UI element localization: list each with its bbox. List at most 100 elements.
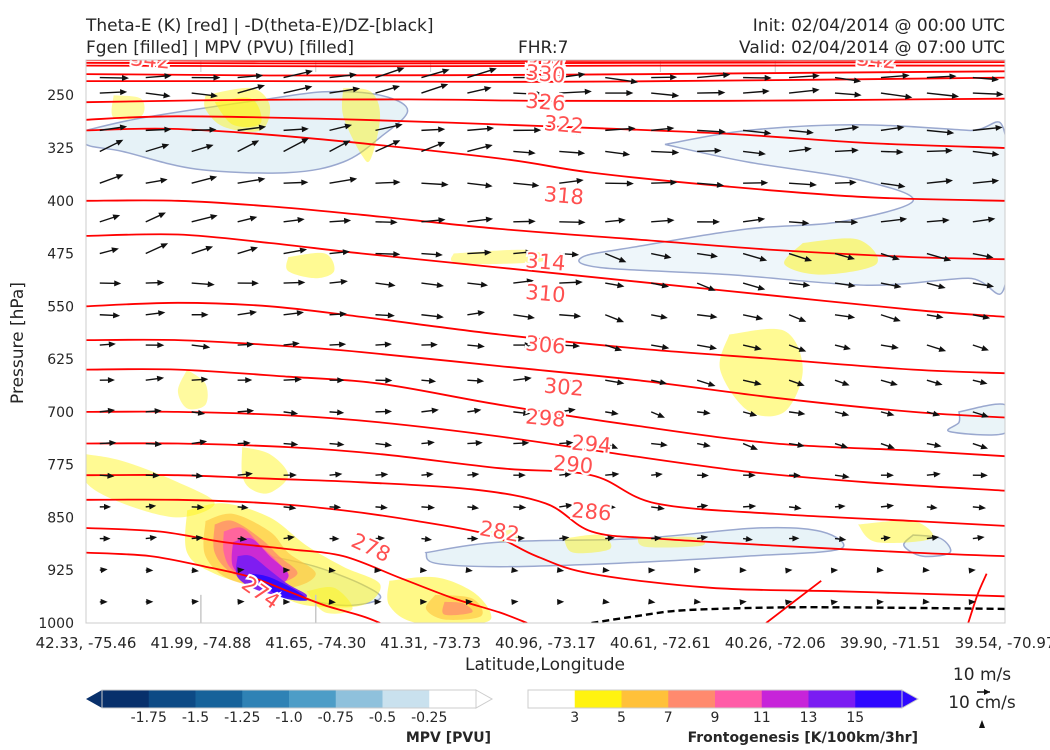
fgen-region [784,238,878,275]
wind-vector-head [657,412,665,418]
fgen-colorbar-segment [715,690,763,708]
wind-vector [99,126,125,132]
wind-vector-head [240,535,248,542]
theta-e-label: 334 [522,60,568,81]
wind-vector-head [670,74,678,81]
wind-vector-head [849,179,857,186]
theta-e-label: 290 [550,449,596,480]
wind-vector-head [384,341,392,348]
wind-vector-head [565,502,574,509]
wind-vector-head [245,471,253,478]
wind-vector-head [991,178,1000,185]
wind-vector-head [197,504,205,511]
theta-e-contour-line [86,115,1005,149]
wind-vector-head [792,535,800,542]
wind-vector-head [934,442,942,448]
wind-vector-head [842,473,850,480]
wind-vector [880,92,910,98]
wind-vector-head [739,599,747,606]
mpv-colorbar-segment [289,690,337,708]
wind-vector-head [328,598,336,605]
fgen-region [490,528,519,542]
wind-vector-head [255,73,264,79]
wind-vector-head [146,598,154,605]
theta-e-contour-line [86,76,1005,83]
x-tick-label: 40.96, -73.17 [495,634,596,652]
theta-e-label-text: 278 [348,528,394,567]
wind-vector-head [120,89,128,96]
wind-vector-head [602,567,610,574]
x-tick-label: 41.65, -74.30 [265,634,366,652]
wind-vector [421,182,446,186]
theta-e-contour-line [86,551,381,623]
frontogenesis-colorbar-label: Frontogenesis [K/100km/3hr] [688,730,918,746]
wind-vector-head [942,217,950,224]
theta-e-label-text: 286 [570,498,612,525]
x-tick-labels: 42.33, -75.46 41.99, -74.88 41.65, -74.30 4… [36,634,1050,652]
wind-vector-head [616,379,625,386]
wind-vector-head [986,282,995,289]
wind-vector-head [703,441,711,448]
theta-e-label-text: 326 [524,89,566,116]
wind-vector-head [387,312,395,319]
wind-vector-head [392,85,401,91]
wind-vector-head [388,281,396,288]
theta-e-label-text: 294 [570,431,612,458]
wind-vector-head [655,471,663,478]
theta-e-label: 286 [568,496,614,527]
mpv-colorbar-segment [102,690,150,708]
wind-vector-head [440,83,449,90]
wind-vector-head [936,313,944,320]
wind-vector-head [754,344,762,351]
fgen-colorbar-tick: 3 [570,710,579,726]
wind-vector-head [201,376,209,383]
wind-vector-head [484,249,492,256]
stability-dashed-contour [591,606,1005,623]
x-tick-label: 41.31, -73.73 [380,634,481,652]
wind-vector-head [148,503,157,510]
wind-vector-head [304,85,313,91]
wind-vector-head [757,216,766,223]
wind-vector [329,178,355,184]
wind-vector-head [435,251,443,258]
theta-e-contour-line [86,64,1005,68]
wind-vector [926,92,957,97]
wind-vector-head [654,535,662,542]
theta-e-label-text: 310 [524,280,566,307]
wind-vector-head [243,440,251,447]
theta-e-label-text: 314 [524,248,566,275]
wind-vector-head [556,566,565,573]
fgen-colorbar-segment [668,690,716,708]
wind-vector [283,138,307,153]
fgen-colorbar-tick: 13 [800,710,818,726]
wind-vector-head [664,253,672,260]
wind-vector-head [107,472,115,479]
wind-vector-head [250,246,258,253]
wind-vector-head [667,217,675,224]
wind-vector-head [557,598,565,605]
mpv-colorbar-tick: -1.0 [275,710,302,726]
wind-vector-head [241,504,249,511]
wind-vector-head [568,407,576,414]
y-tick-label: 475 [47,247,74,263]
y-tick-label: 325 [47,141,74,157]
wind-vector-head [562,535,570,542]
wind-vector-head [395,122,403,129]
wind-vector-head [152,472,160,479]
wind-vector-head [335,471,343,478]
wind-vector-head [485,216,494,223]
theta-e-label-text: 318 [543,182,585,209]
wind-vector-head [157,279,165,286]
wind-vector-head [758,150,766,157]
wind-vector-head [708,285,716,291]
wind-vector-head [339,311,347,318]
wind-vector-head [797,442,805,448]
wind-vector [605,76,636,83]
wind-vector-head [794,504,802,511]
mpv-colorbar-segment [148,690,196,708]
wind-vector-head [114,280,122,287]
wind-vector-head [157,342,165,349]
wind-vector-head [100,567,108,574]
wind-vector [237,85,263,94]
